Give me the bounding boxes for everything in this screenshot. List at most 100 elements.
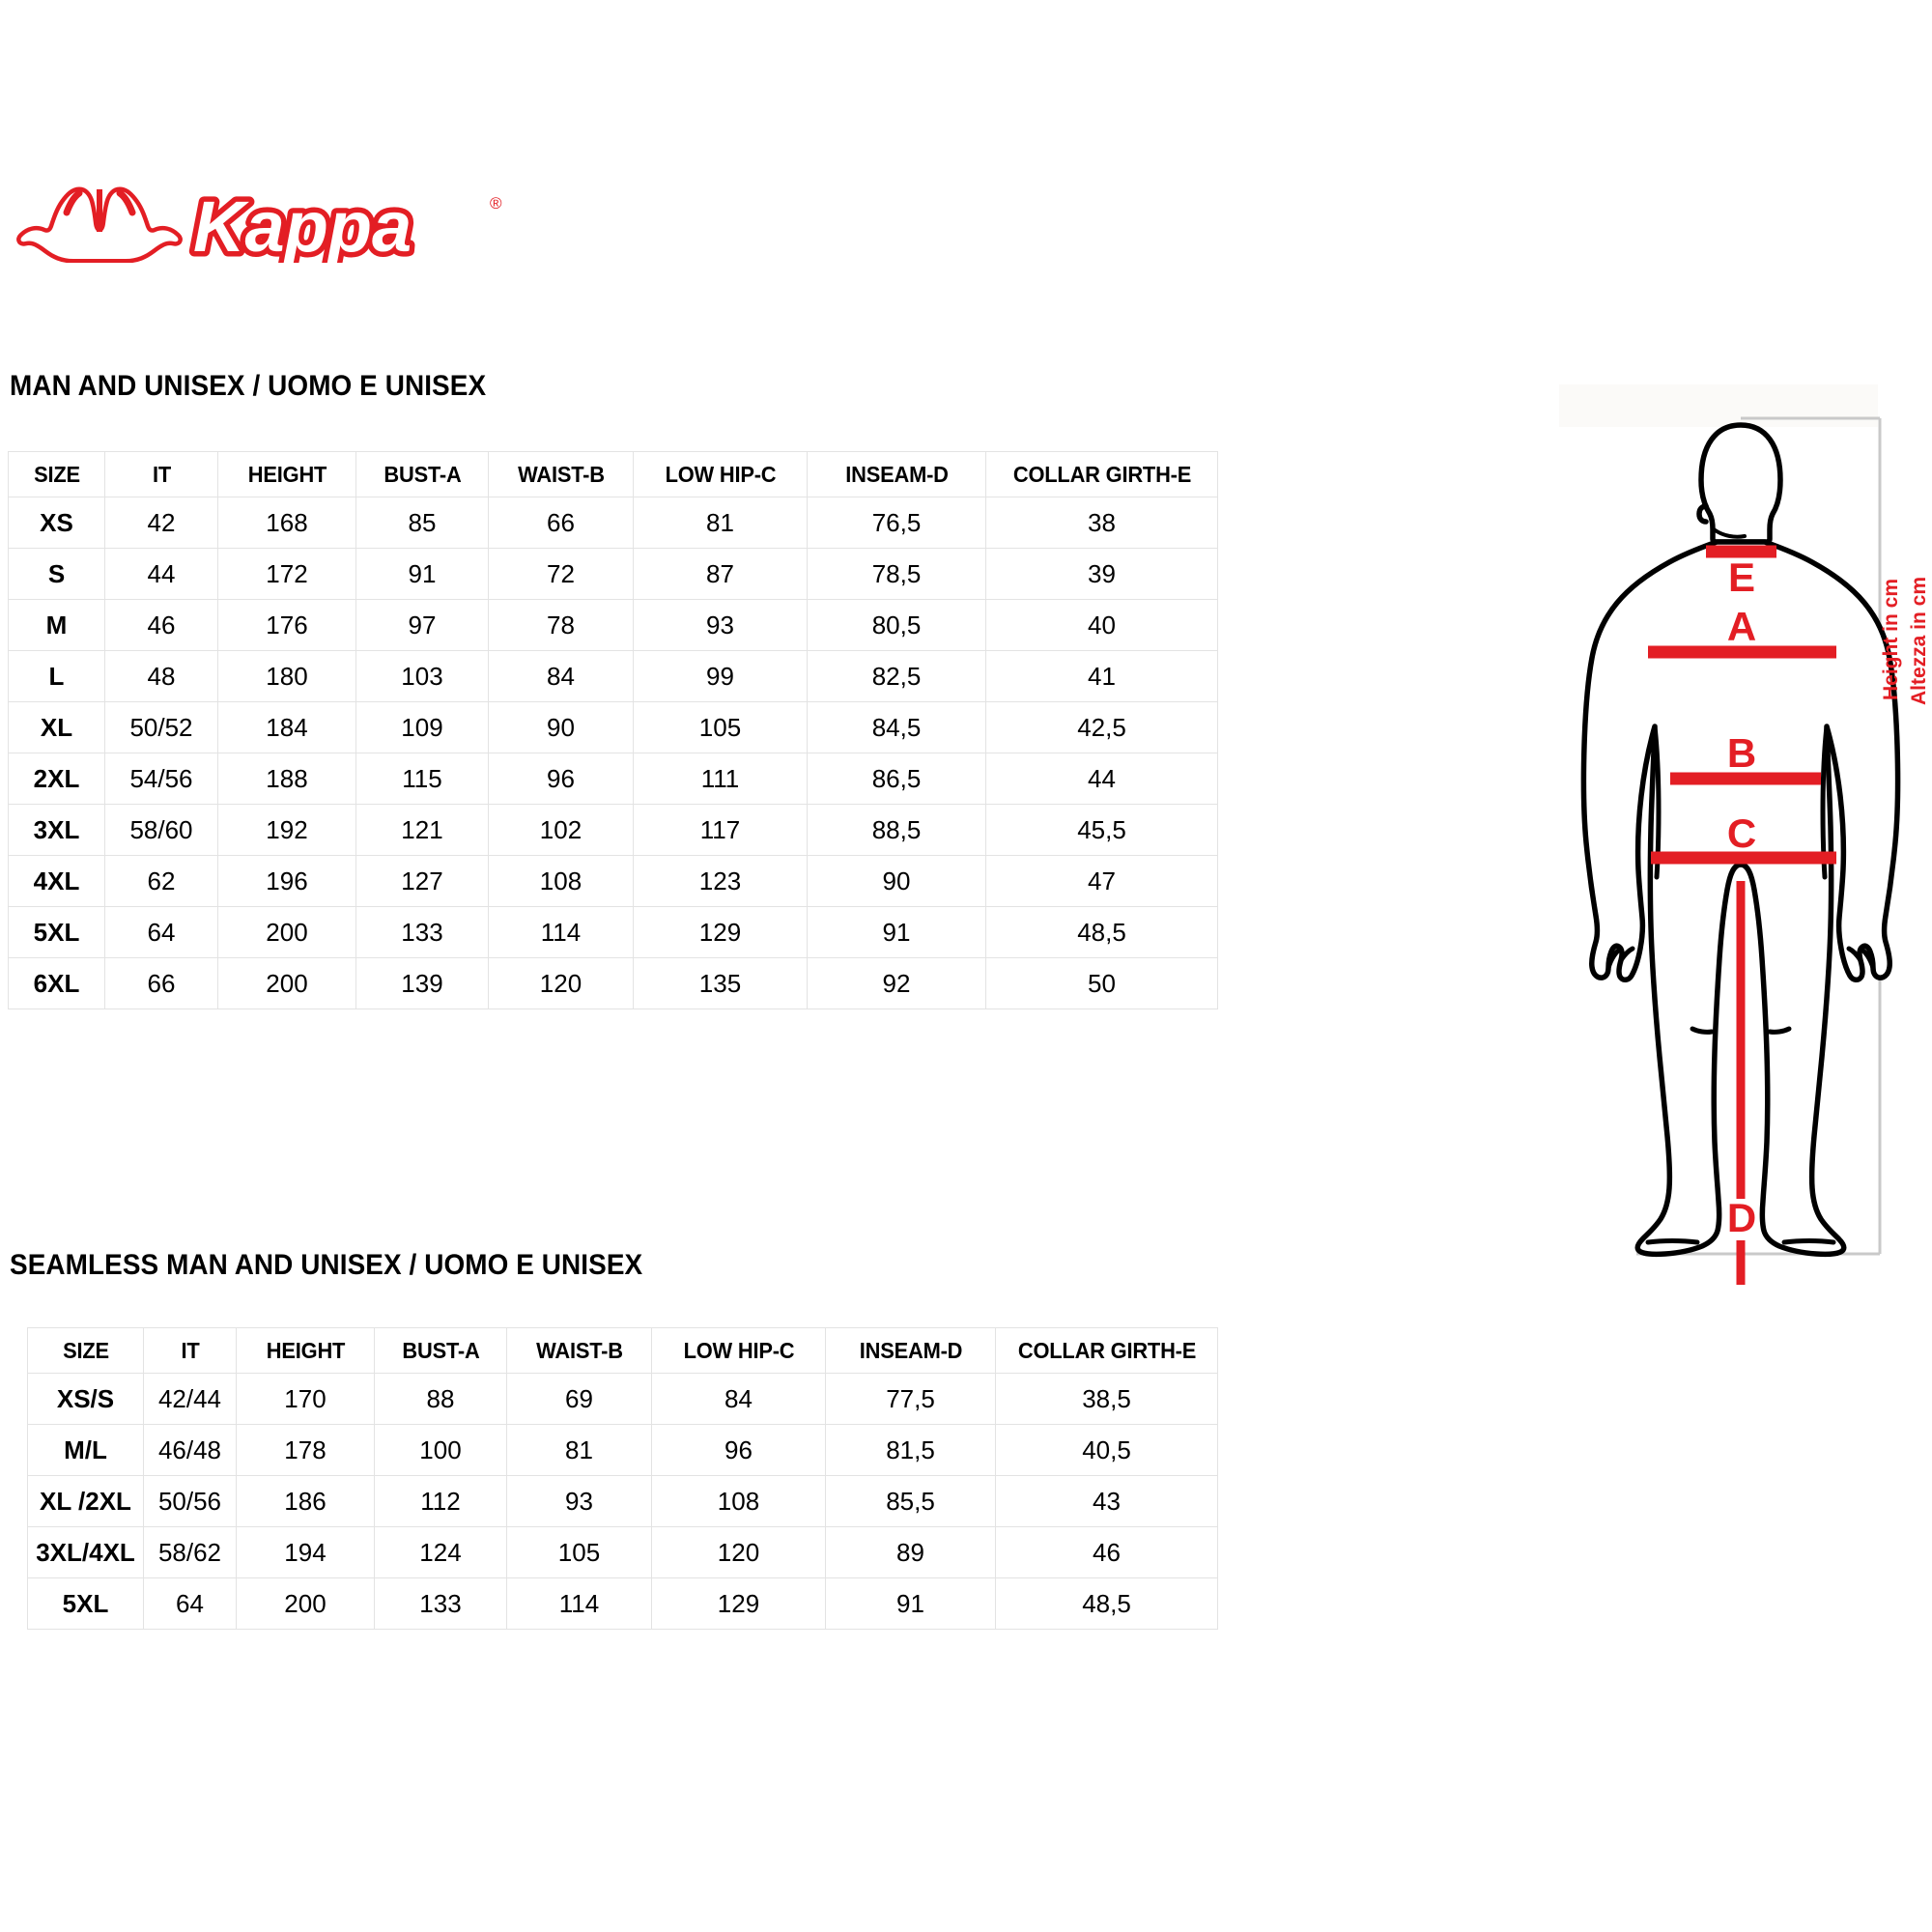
- table-row: 6XL 66 200 139 120 135 92 50: [8, 957, 1218, 1009]
- cell-height: 170: [236, 1373, 375, 1425]
- kappa-wordmark: Kappa Kappa: [188, 182, 417, 264]
- cell-low-hip: 120: [651, 1526, 826, 1578]
- column-header-bust: BUST-A: [377, 1327, 504, 1374]
- cell-size: S: [8, 548, 105, 600]
- cell-bust: 139: [355, 957, 489, 1009]
- cell-it: 64: [143, 1577, 237, 1630]
- cell-height: 184: [217, 701, 356, 753]
- cell-bust: 103: [355, 650, 489, 702]
- column-header-size: SIZE: [30, 1327, 141, 1374]
- cell-waist: 102: [488, 804, 634, 856]
- cell-height: 178: [236, 1424, 375, 1476]
- cell-it: 58/62: [143, 1526, 237, 1578]
- cell-height: 194: [236, 1526, 375, 1578]
- cell-collar-girth: 41: [985, 650, 1218, 702]
- cell-collar-girth: 48,5: [985, 906, 1218, 958]
- cell-low-hip: 129: [651, 1577, 826, 1630]
- column-header-collar-girth: COLLAR GIRTH-E: [1000, 1327, 1213, 1374]
- cell-bust: 133: [355, 906, 489, 958]
- cell-waist: 93: [506, 1475, 652, 1527]
- section-title-man-unisex: MAN AND UNISEX / UOMO E UNISEX: [10, 370, 487, 402]
- kappa-logo: Kappa Kappa ®: [14, 176, 535, 263]
- cell-bust: 85: [355, 497, 489, 549]
- cell-it: 66: [104, 957, 218, 1009]
- cell-waist: 90: [488, 701, 634, 753]
- cell-bust: 112: [374, 1475, 507, 1527]
- cell-inseam: 85,5: [825, 1475, 996, 1527]
- cell-waist: 66: [488, 497, 634, 549]
- cell-height: 192: [217, 804, 356, 856]
- column-header-low-hip: LOW HIP-C: [655, 1327, 822, 1374]
- cell-collar-girth: 38,5: [995, 1373, 1218, 1425]
- cell-height: 200: [217, 957, 356, 1009]
- axis-label-height-en: Height in cm: [1880, 578, 1902, 700]
- omini-right-head: [116, 189, 136, 216]
- measure-label-D: D: [1727, 1195, 1756, 1240]
- cell-low-hip: 96: [651, 1424, 826, 1476]
- column-header-it: IT: [106, 451, 216, 497]
- cell-it: 42: [104, 497, 218, 549]
- cell-it: 50/56: [143, 1475, 237, 1527]
- cell-it: 54/56: [104, 753, 218, 805]
- cell-size: XL /2XL: [27, 1475, 144, 1527]
- cell-size: 6XL: [8, 957, 105, 1009]
- cell-size: 5XL: [8, 906, 105, 958]
- cell-low-hip: 99: [633, 650, 808, 702]
- cell-inseam: 86,5: [807, 753, 986, 805]
- kappa-logo-svg: Kappa Kappa ®: [16, 182, 502, 264]
- cell-waist: 105: [506, 1526, 652, 1578]
- cell-size: 4XL: [8, 855, 105, 907]
- cell-it: 62: [104, 855, 218, 907]
- cell-bust: 91: [355, 548, 489, 600]
- table-row: 5XL 64 200 133 114 129 91 48,5: [27, 1577, 1218, 1630]
- cell-waist: 78: [488, 599, 634, 651]
- cell-size: XS: [8, 497, 105, 549]
- cell-waist: 120: [488, 957, 634, 1009]
- cell-low-hip: 105: [633, 701, 808, 753]
- cell-collar-girth: 44: [985, 753, 1218, 805]
- cell-waist: 108: [488, 855, 634, 907]
- cell-it: 64: [104, 906, 218, 958]
- column-header-low-hip: LOW HIP-C: [637, 451, 804, 497]
- table-row: M 46 176 97 78 93 80,5 40: [8, 599, 1218, 651]
- cell-height: 172: [217, 548, 356, 600]
- cell-inseam: 76,5: [807, 497, 986, 549]
- cell-bust: 115: [355, 753, 489, 805]
- column-header-waist: WAIST-B: [491, 451, 631, 497]
- table-row: 3XL 58/60 192 121 102 117 88,5 45,5: [8, 804, 1218, 856]
- cell-bust: 100: [374, 1424, 507, 1476]
- body-diagram-svg: E A B C D: [1580, 416, 1901, 1285]
- cell-waist: 81: [506, 1424, 652, 1476]
- table-row: S 44 172 91 72 87 78,5 39: [8, 548, 1218, 600]
- cell-it: 50/52: [104, 701, 218, 753]
- cell-low-hip: 84: [651, 1373, 826, 1425]
- size-table-man-unisex: SIZE IT HEIGHT BUST-A WAIST-B LOW HIP-C …: [8, 451, 1218, 1009]
- table-header-row: SIZE IT HEIGHT BUST-A WAIST-B LOW HIP-C …: [28, 1327, 1218, 1374]
- cell-inseam: 81,5: [825, 1424, 996, 1476]
- column-header-size: SIZE: [10, 451, 103, 497]
- kappa-wordmark-outline: Kappa: [193, 186, 412, 263]
- cell-height: 200: [217, 906, 356, 958]
- cell-collar-girth: 43: [995, 1475, 1218, 1527]
- table-row: XL /2XL 50/56 186 112 93 108 85,5 43: [27, 1475, 1218, 1527]
- cell-bust: 127: [355, 855, 489, 907]
- table-row: 3XL/4XL 58/62 194 124 105 120 89 46: [27, 1526, 1218, 1578]
- cell-size: 2XL: [8, 753, 105, 805]
- cell-inseam: 77,5: [825, 1373, 996, 1425]
- measure-label-C: C: [1727, 810, 1756, 856]
- cell-low-hip: 81: [633, 497, 808, 549]
- cell-bust: 88: [374, 1373, 507, 1425]
- figure-background-strip: [1559, 384, 1878, 427]
- cell-low-hip: 129: [633, 906, 808, 958]
- cell-low-hip: 108: [651, 1475, 826, 1527]
- cell-bust: 133: [374, 1577, 507, 1630]
- table-row: 5XL 64 200 133 114 129 91 48,5: [8, 906, 1218, 958]
- cell-it: 42/44: [143, 1373, 237, 1425]
- kappa-wordmark-fill: Kappa: [193, 186, 412, 263]
- cell-waist: 72: [488, 548, 634, 600]
- cell-waist: 69: [506, 1373, 652, 1425]
- measurement-letters: E A B C D: [1727, 554, 1756, 1240]
- omini-left-head: [63, 189, 83, 216]
- cell-waist: 96: [488, 753, 634, 805]
- cell-collar-girth: 42,5: [985, 701, 1218, 753]
